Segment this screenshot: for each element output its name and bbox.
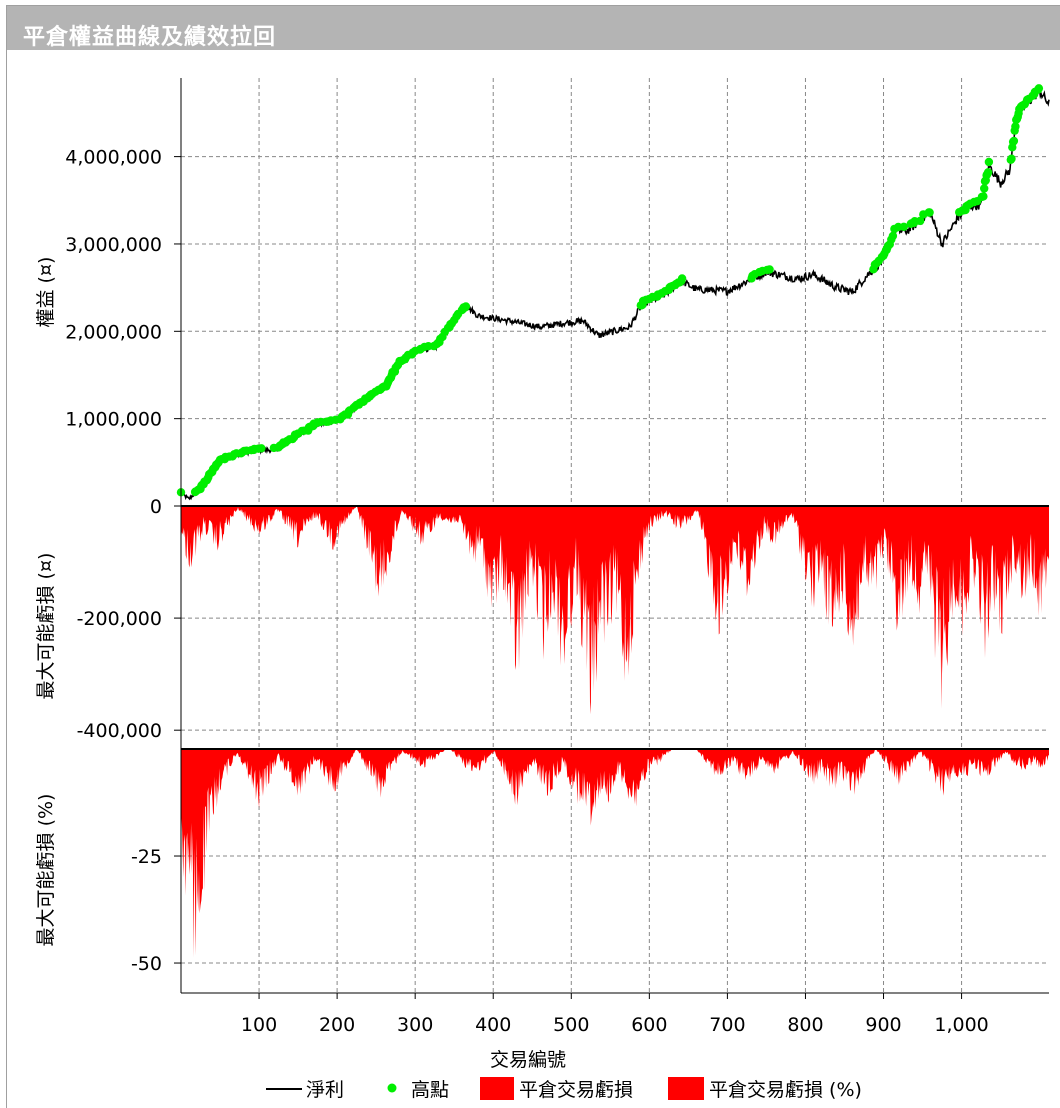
equity-peak-point: [677, 274, 687, 283]
equity-peak-point: [925, 208, 934, 217]
equity-peak-point: [984, 157, 994, 167]
y-tick-label: 0: [150, 496, 162, 518]
drawdown-ylabel: 最大可能虧損 (¤): [35, 553, 57, 700]
equity-peak-point: [1034, 84, 1044, 93]
legend-net-label: 淨利: [306, 1079, 344, 1101]
equity-peak-point: [765, 265, 774, 274]
y-tick-label: -25: [131, 846, 162, 868]
x-tick-label: 100: [241, 1014, 277, 1036]
drawdown-panel: [181, 506, 1049, 715]
equity-peak-point: [983, 168, 993, 177]
y-tick-label: -50: [131, 953, 162, 975]
x-tick-label: 500: [553, 1014, 589, 1036]
legend-ddpct-label: 平倉交易虧損 (%): [709, 1079, 862, 1101]
x-tick-label: 400: [475, 1014, 511, 1036]
title-bar: 平倉權益曲線及績效拉回: [7, 6, 1060, 50]
equity-peak-point: [980, 184, 989, 193]
equity-peak-point: [1011, 122, 1020, 131]
equity-peak-point: [916, 216, 925, 226]
chart-title: 平倉權益曲線及績效拉回: [23, 25, 277, 50]
x-tick-label: 1,000: [934, 1014, 988, 1036]
equity-peak-point: [888, 231, 898, 241]
equity-ylabel: 權益 (¤): [35, 257, 57, 328]
x-tick-label: 700: [709, 1014, 745, 1036]
legend-peak-swatch: [387, 1083, 397, 1093]
y-tick-label: -400,000: [77, 720, 162, 742]
drawdown-pct-panel: [181, 749, 1049, 958]
legend-dd-label: 平倉交易虧損: [519, 1079, 633, 1101]
drawdown-pct-ylabel: 最大可能虧損 (%): [35, 794, 57, 947]
y-tick-label: 4,000,000: [65, 147, 162, 169]
y-tick-label: 2,000,000: [65, 321, 162, 343]
y-tick-label: 1,000,000: [65, 409, 162, 431]
y-tick-label: -200,000: [77, 608, 162, 630]
legend-peak-label: 高點: [411, 1079, 449, 1101]
x-tick-label: 800: [787, 1014, 823, 1036]
equity-peak-point: [461, 302, 471, 311]
equity-peak-point: [1007, 154, 1016, 163]
axes: 100 200 300 400 500 600 700 800 900 1,000 0 1,000,0…: [65, 78, 1049, 1036]
net-profit-line: [180, 86, 1050, 501]
drawdown-pct-area: [181, 749, 1049, 958]
x-tick-label: 600: [631, 1014, 667, 1036]
drawdown-area: [181, 506, 1049, 715]
equity-peak-point: [899, 222, 908, 231]
x-axis-label: 交易編號: [490, 1049, 566, 1071]
x-tick-label: 200: [319, 1014, 355, 1036]
x-tick-label: 900: [865, 1014, 901, 1036]
x-tick-label: 300: [397, 1014, 433, 1036]
legend-ddpct-swatch: [668, 1077, 704, 1100]
legend: 淨利 高點 平倉交易虧損 平倉交易虧損 (%): [266, 1077, 862, 1101]
y-tick-label: 3,000,000: [65, 234, 162, 256]
equity-peak-point: [979, 192, 988, 201]
legend-dd-swatch: [480, 1077, 514, 1100]
equity-peak-point: [257, 444, 266, 453]
equity-panel: [176, 84, 1050, 501]
equity-peak-point: [1009, 136, 1019, 146]
